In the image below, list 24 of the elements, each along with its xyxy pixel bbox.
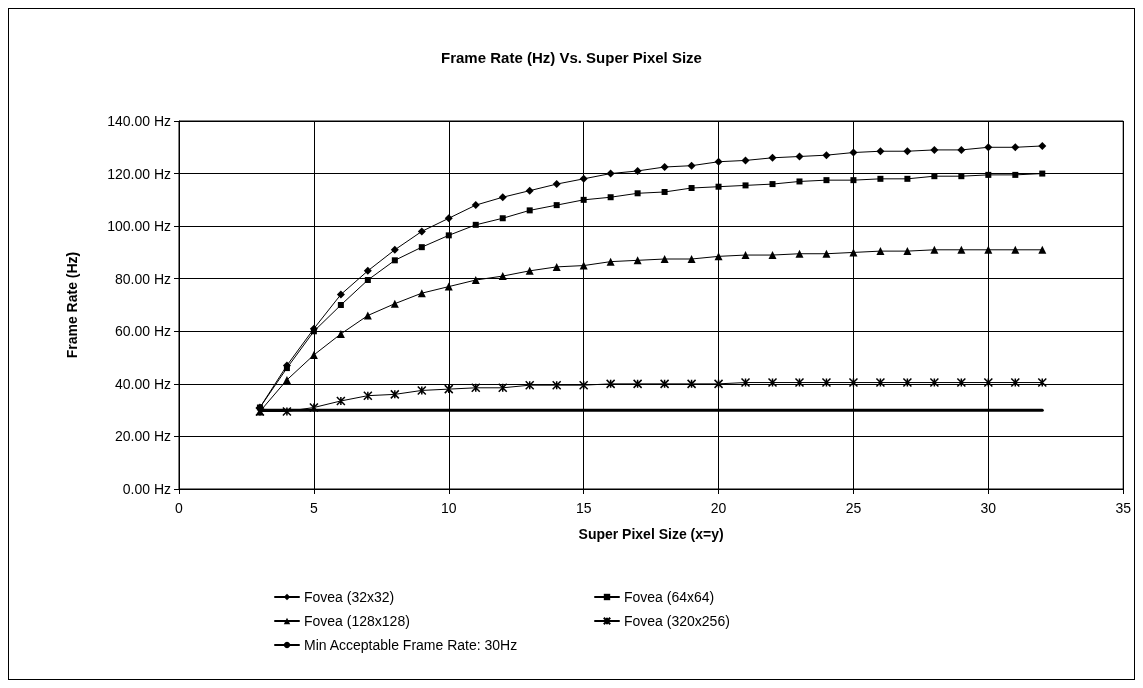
chart-title: Frame Rate (Hz) Vs. Super Pixel Size [441, 49, 702, 66]
x-axis-title: Super Pixel Size (x=y) [578, 526, 724, 542]
x-tick-label: 15 [575, 500, 592, 516]
x-tick-label: 30 [980, 500, 997, 516]
x-tick-label: 35 [1115, 500, 1132, 516]
y-tick-label: 0.00 Hz [122, 481, 171, 497]
x-tick-label: 0 [175, 500, 184, 516]
legend-label: Fovea (320x256) [624, 613, 730, 629]
legend-label: Fovea (64x64) [624, 589, 715, 605]
legend-label: Min Acceptable Frame Rate: 30Hz [304, 637, 518, 653]
y-tick-label: 80.00 Hz [114, 270, 171, 287]
x-tick-label: 5 [309, 500, 318, 516]
y-tick-label: 40.00 Hz [114, 375, 171, 392]
x-tick-label: 25 [845, 500, 862, 516]
y-tick-label: 120.00 Hz [107, 165, 171, 182]
legend-label: Fovea (32x32) [304, 589, 395, 605]
x-tick-label: 20 [710, 500, 727, 516]
y-tick-label: 20.00 Hz [114, 428, 171, 445]
y-tick-label: 60.00 Hz [114, 323, 171, 340]
y-tick-label: 140.00 Hz [107, 113, 171, 129]
legend-label: Fovea (128x128) [304, 613, 410, 629]
y-tick-label: 100.00 Hz [107, 218, 171, 235]
x-tick-label: 10 [440, 500, 457, 516]
y-axis-title: Frame Rate (Hz) [64, 251, 80, 359]
